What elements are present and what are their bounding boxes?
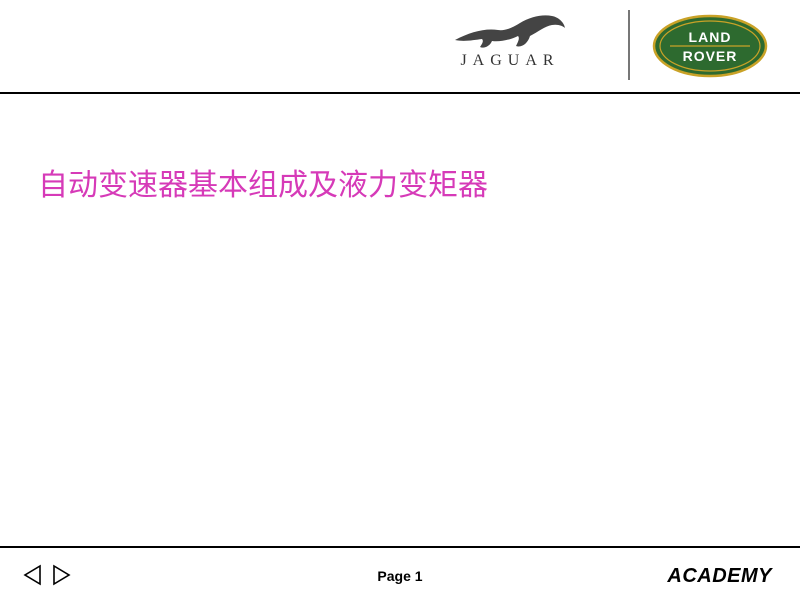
nav-arrows: [22, 564, 72, 586]
landrover-logo: LAND ROVER: [650, 14, 770, 78]
jaguar-wordmark: JAGUAR: [430, 52, 590, 70]
academy-label: ACADEMY: [667, 565, 772, 588]
jaguar-leaper-icon: [450, 8, 570, 50]
slide-title: 自动变速器基本组成及液力变矩器: [38, 160, 488, 204]
header: JAGUAR LAND ROVER: [0, 0, 800, 92]
slide: JAGUAR LAND ROVER 自动变速器基本组成及液力变矩器 Page 1: [0, 0, 800, 600]
jaguar-logo: JAGUAR: [430, 8, 590, 70]
landrover-text-line1: LAND: [689, 29, 732, 45]
page-number: Page 1: [377, 568, 422, 584]
header-rule: [0, 92, 800, 94]
prev-icon[interactable]: [22, 564, 44, 586]
next-icon[interactable]: [50, 564, 72, 586]
logo-divider: [628, 10, 630, 80]
footer: Page 1 ACADEMY: [0, 548, 800, 600]
landrover-text-line2: ROVER: [683, 48, 738, 64]
